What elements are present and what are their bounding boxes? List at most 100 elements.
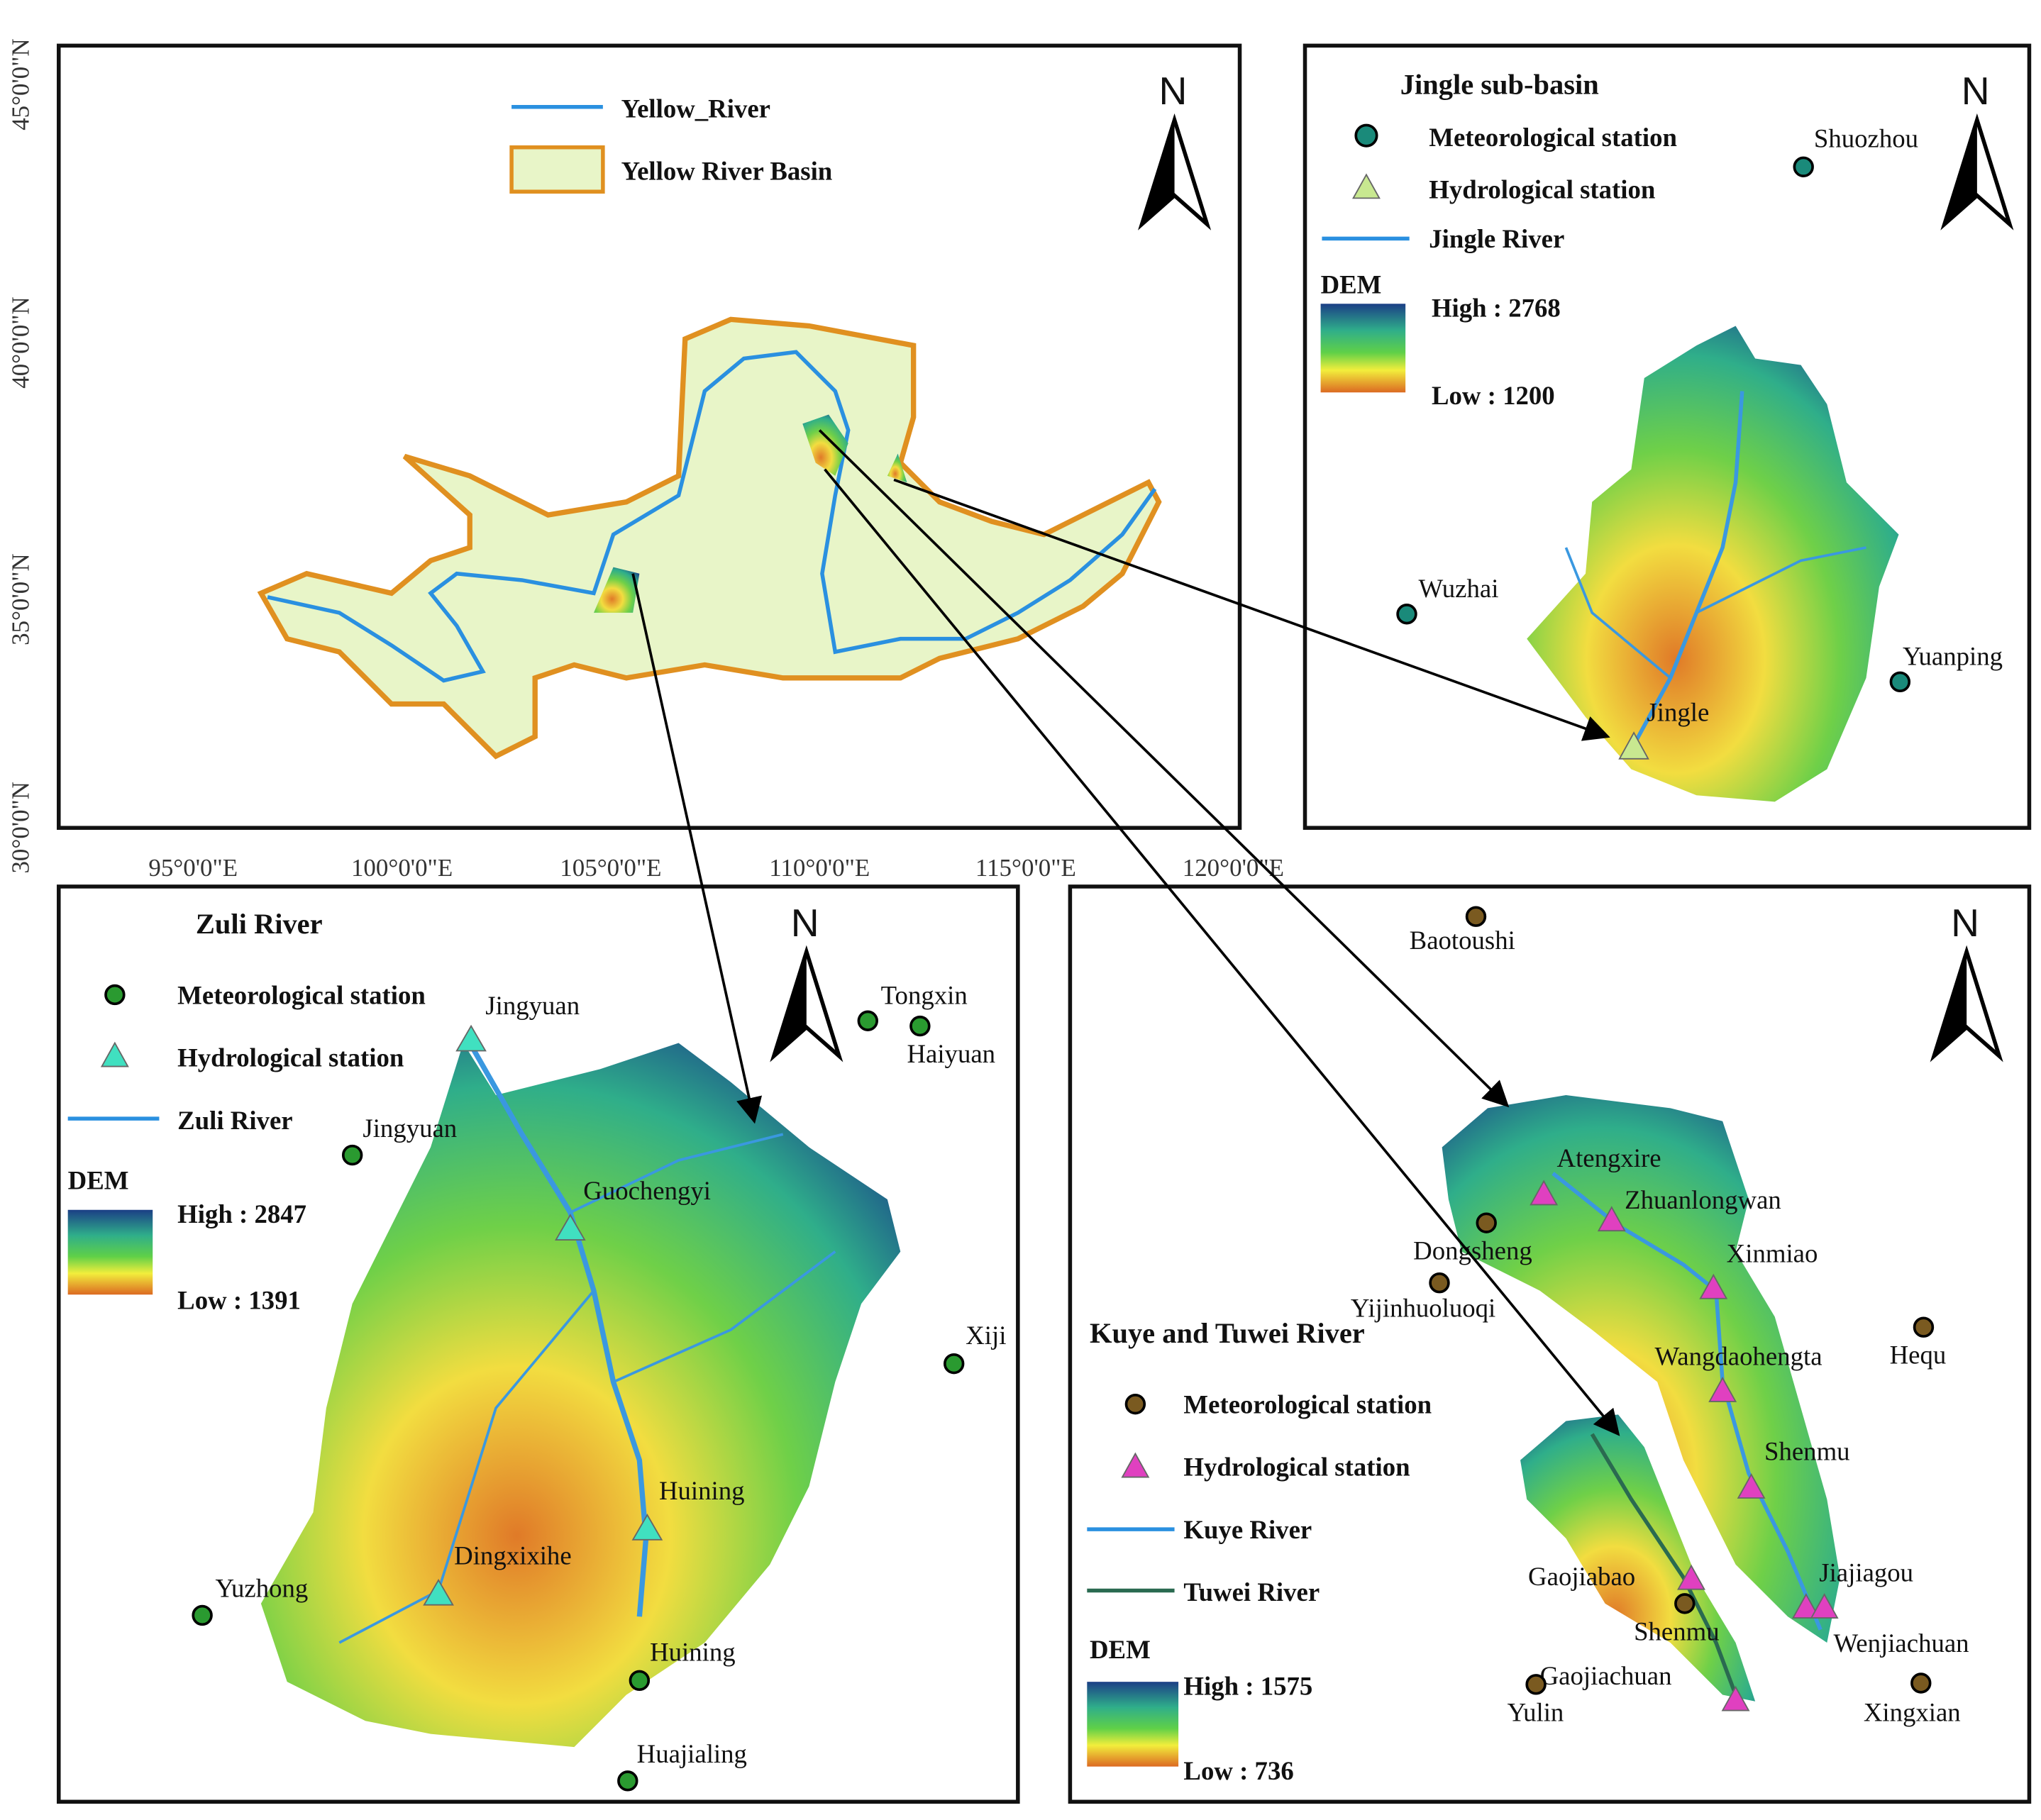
north-label: N — [1962, 69, 1990, 113]
station-marker — [1708, 1376, 1737, 1402]
station-marker — [1810, 1593, 1839, 1619]
station-marker — [909, 1015, 931, 1037]
place-label: Wenjiachuan — [1834, 1628, 1969, 1658]
lat-labels: 45°0'0"N 40°0'0"N 35°0'0"N 30°0'0"N — [6, 38, 34, 873]
dem-high: High : 2768 — [1432, 294, 1561, 323]
place-label: Baotoushi — [1410, 926, 1515, 955]
river — [1696, 546, 1866, 614]
place-label: Jingle — [1647, 697, 1709, 726]
legend-label: Meteorological station — [1183, 1390, 1432, 1419]
place-label: Xingxian — [1864, 1697, 1961, 1726]
dem-title: DEM — [1090, 1635, 1151, 1664]
station-marker — [631, 1514, 663, 1541]
station-marker — [943, 1353, 965, 1375]
legend-marker — [1354, 123, 1378, 148]
river — [612, 1250, 836, 1384]
yellow-river — [267, 350, 1157, 683]
dem-ramp — [67, 1209, 153, 1295]
station-marker — [423, 1578, 454, 1606]
sub-basin — [593, 567, 640, 613]
lat-label: 40°0'0"N — [6, 296, 34, 389]
station-marker — [617, 1770, 638, 1792]
river — [1590, 1433, 1738, 1696]
north-arrow — [1141, 120, 1175, 225]
station-marker — [1465, 906, 1487, 927]
dem-high: High : 1575 — [1183, 1672, 1312, 1701]
place-label: Shuozhou — [1814, 124, 1918, 153]
place-label: Hequ — [1890, 1341, 1947, 1370]
place-label: Gaojiachuan — [1540, 1661, 1672, 1690]
legend-label: Tuwei River — [1183, 1577, 1320, 1607]
north-arrow — [1944, 120, 1977, 225]
north-label: N — [1158, 69, 1187, 113]
connector-arrow — [893, 478, 1610, 741]
place-label: Shenmu — [1764, 1437, 1850, 1466]
lat-label: 35°0'0"N — [6, 553, 34, 645]
legend-label: Yellow River Basin — [621, 157, 833, 186]
lon-label: 115°0'0"E — [975, 854, 1076, 882]
station-marker — [1530, 1180, 1559, 1206]
place-label: Shenmu — [1634, 1616, 1720, 1646]
place-label: Jiajiagou — [1819, 1558, 1913, 1587]
place-label: Yuzhong — [216, 1574, 309, 1603]
place-label: Yulin — [1508, 1697, 1564, 1726]
connector-arrow — [631, 573, 763, 1124]
sub-basin — [802, 414, 848, 476]
basin — [1527, 326, 1899, 802]
lon-label: 100°0'0"E — [351, 854, 453, 882]
place-label: Zhuanlongwan — [1625, 1185, 1781, 1214]
basin — [1442, 1095, 1840, 1643]
basin — [260, 1043, 901, 1748]
legend-marker — [104, 984, 126, 1006]
place-label: Guochengyi — [583, 1176, 711, 1205]
dem-ramp — [1087, 1682, 1179, 1767]
north-label: N — [1951, 901, 1979, 945]
legend-label: Meteorological station — [1429, 123, 1677, 152]
river — [338, 1289, 595, 1644]
dem-low: Low : 1391 — [177, 1285, 301, 1314]
yellow-river-basin — [257, 316, 1162, 760]
river — [1629, 391, 1744, 751]
dem-ramp — [1320, 304, 1406, 393]
north-label: N — [791, 901, 819, 945]
station-marker — [1525, 1674, 1547, 1695]
legend-marker — [1124, 1393, 1146, 1415]
legend-marker — [1121, 1452, 1150, 1478]
sub-basin — [887, 453, 907, 483]
kuye-places: Baotoushi Atengxire Zhuanlongwan Dongshe… — [1351, 906, 1969, 1726]
panel-frame — [1302, 43, 2032, 830]
station-marker — [1674, 1593, 1696, 1614]
place-label: Huajialing — [637, 1739, 747, 1768]
place-label: Jingyuan — [485, 991, 580, 1020]
lon-labels: 95°0'0"E 100°0'0"E 105°0'0"E 110°0'0"E 1… — [148, 854, 1284, 882]
panel-frame — [1068, 884, 2032, 1804]
place-label: Jingyuan — [363, 1114, 457, 1143]
place-label: Yijinhuoluoqi — [1351, 1294, 1495, 1323]
river — [1552, 1172, 1822, 1631]
station-marker — [1910, 1672, 1932, 1694]
station-marker — [555, 1214, 586, 1241]
place-label: Gaojiabao — [1528, 1562, 1635, 1591]
place-label: Huining — [659, 1476, 745, 1505]
station-marker — [1721, 1685, 1750, 1711]
lon-label: 105°0'0"E — [560, 854, 661, 882]
place-label: Haiyuan — [907, 1039, 995, 1068]
place-label: Xiji — [966, 1321, 1006, 1350]
lon-label: 120°0'0"E — [1183, 854, 1284, 882]
station-marker — [629, 1670, 651, 1692]
dem-low: Low : 1200 — [1432, 381, 1555, 410]
station-marker — [455, 1024, 487, 1052]
panel-frame — [57, 43, 1242, 830]
legend-marker — [1352, 173, 1381, 199]
station-marker — [1396, 604, 1417, 625]
station-marker — [857, 1010, 878, 1031]
panel-frame — [57, 884, 1020, 1804]
place-label: Xinmiao — [1727, 1238, 1818, 1267]
place-label: Dingxixihe — [454, 1541, 572, 1570]
dem-title: DEM — [1321, 270, 1382, 299]
station-marker — [341, 1144, 363, 1166]
legend-marker — [100, 1041, 129, 1067]
dem-low: Low : 736 — [1183, 1756, 1293, 1785]
panel-title: Kuye and Tuwei River — [1090, 1317, 1365, 1349]
